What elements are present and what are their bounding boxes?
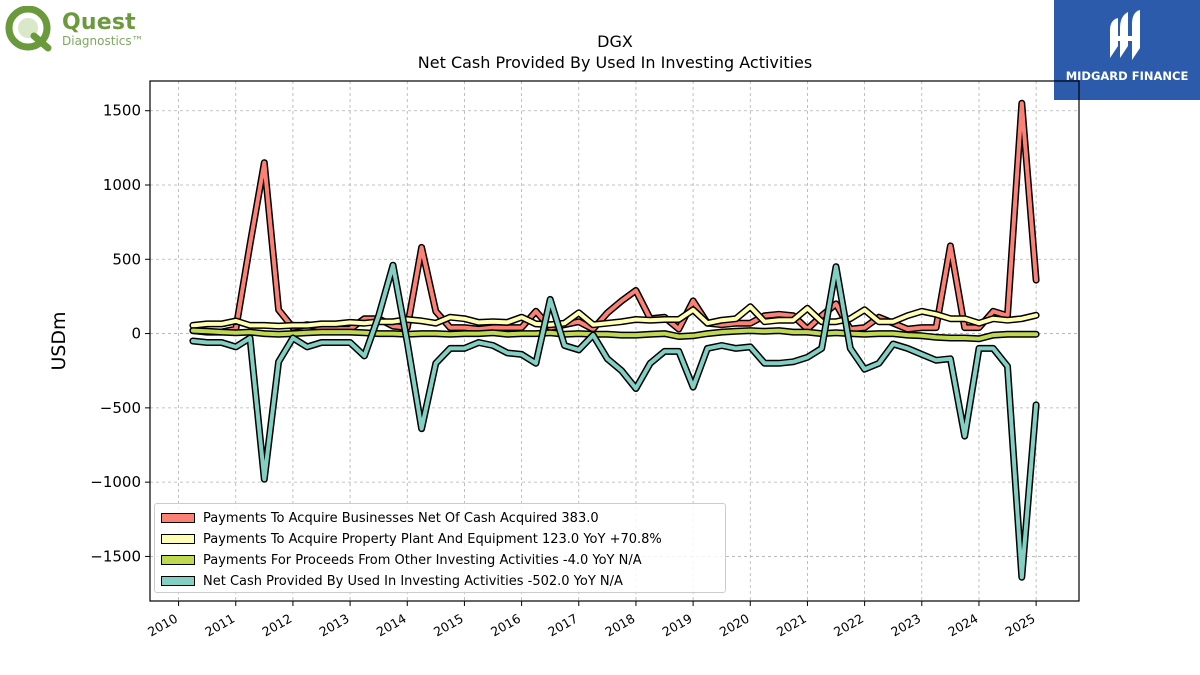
y-tick-label: 0	[131, 325, 141, 343]
x-tick-label: 2022	[831, 611, 866, 640]
x-tick-label: 2025	[1003, 611, 1038, 640]
quest-logo-name: Quest	[62, 10, 136, 35]
series-businesses-line-stroke	[190, 101, 1039, 335]
series-businesses-line	[189, 99, 1040, 336]
x-axis-ticks: 2010 2011 2012 2013 2014 2015 2016 2017 2018 2019…	[145, 601, 1038, 640]
chart-title: DGX	[597, 32, 633, 51]
x-tick-label: 2023	[888, 611, 923, 640]
legend-label-net-cash: Net Cash Provided By Used In Investing A…	[203, 573, 623, 589]
y-tick-label: −1500	[90, 547, 141, 565]
x-tick-label: 2024	[945, 611, 980, 640]
x-tick-label: 2017	[545, 611, 580, 640]
legend-label-businesses: Payments To Acquire Businesses Net Of Ca…	[203, 510, 599, 526]
quest-diagnostics-logo: Quest Diagnostics™	[4, 4, 164, 52]
y-tick-label: 1500	[103, 102, 141, 120]
x-tick-label: 2019	[660, 611, 695, 640]
x-tick-label: 2012	[259, 611, 294, 640]
series-net-cash-line	[189, 261, 1040, 581]
midgard-finance-label: MIDGARD FINANCE	[1065, 69, 1189, 83]
y-tick-label: −1000	[90, 473, 141, 491]
midgard-logo-icon	[1110, 10, 1140, 60]
quest-logo-mark-icon	[5, 6, 52, 52]
y-tick-label: 1000	[103, 176, 141, 194]
plot-area-frame	[149, 80, 1080, 602]
series-other-investing-line	[189, 327, 1040, 343]
x-tick-label: 2014	[374, 611, 409, 640]
legend-swatch-net-cash	[161, 576, 195, 586]
x-tick-label: 2010	[145, 611, 180, 640]
legend-swatch-businesses	[161, 513, 195, 523]
x-tick-label: 2021	[774, 611, 809, 640]
legend-label-other-investing: Payments For Proceeds From Other Investi…	[203, 552, 642, 568]
series-net-cash-line-stroke	[190, 263, 1039, 580]
series-lines	[189, 99, 1040, 581]
legend-swatch-other-investing	[161, 555, 195, 565]
series-businesses-line-outline	[189, 99, 1040, 336]
legend-item-ppe: Payments To Acquire Property Plant And E…	[161, 530, 662, 548]
x-tick-label: 2016	[488, 611, 523, 640]
legend-item-businesses: Payments To Acquire Businesses Net Of Ca…	[161, 509, 599, 527]
quest-logo-subtitle: Diagnostics™	[62, 34, 144, 48]
x-tick-label: 2013	[317, 611, 352, 640]
y-axis-ticks: 1500 1000 500 0 −500 −1000 −1500	[90, 102, 150, 565]
y-tick-label: −500	[100, 399, 141, 417]
legend-item-other-investing: Payments For Proceeds From Other Investi…	[161, 551, 642, 569]
legend-label-ppe: Payments To Acquire Property Plant And E…	[203, 531, 662, 547]
series-other-investing-line-stroke	[190, 328, 1039, 341]
chart-subtitle: Net Cash Provided By Used In Investing A…	[418, 53, 812, 72]
legend-swatch-ppe	[161, 534, 195, 544]
chart-legend: Payments To Acquire Businesses Net Of Ca…	[154, 503, 726, 593]
x-tick-label: 2018	[602, 611, 637, 640]
x-tick-label: 2015	[431, 611, 466, 640]
y-axis-label: USDm	[48, 311, 70, 370]
series-ppe-line-stroke	[190, 304, 1039, 329]
legend-item-net-cash: Net Cash Provided By Used In Investing A…	[161, 572, 623, 590]
x-tick-label: 2011	[202, 611, 237, 640]
y-tick-label: 500	[112, 250, 141, 268]
series-ppe-line	[189, 303, 1040, 330]
x-tick-label: 2020	[717, 611, 752, 640]
midgard-finance-badge: MIDGARD FINANCE	[1054, 0, 1200, 100]
